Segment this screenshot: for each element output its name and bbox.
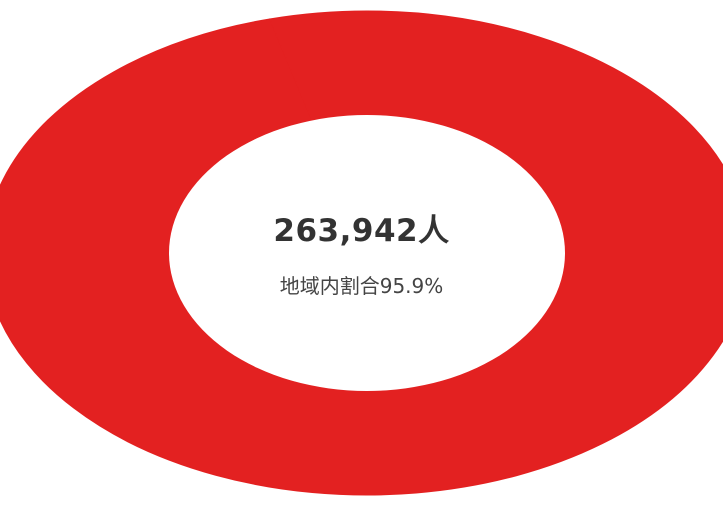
center-value-label: 263,942人	[273, 213, 450, 249]
donut-hole	[169, 115, 565, 391]
center-subtitle-label: 地域内割合95.9%	[279, 274, 444, 298]
